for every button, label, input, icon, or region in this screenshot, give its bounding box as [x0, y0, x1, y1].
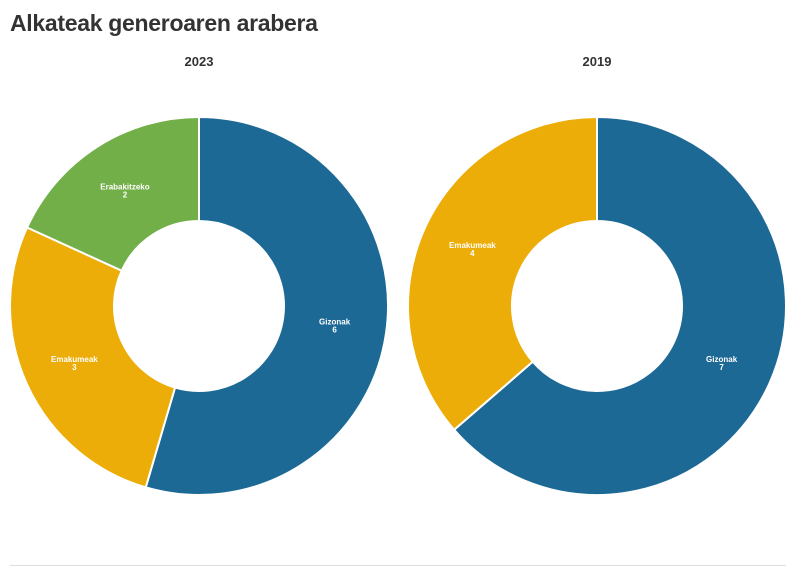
donut-chart-2023: 2023 Gizonak 6 Emakumeak 3 Erabakitzeko 2	[0, 50, 398, 520]
footer-divider	[10, 565, 786, 566]
slice-gizonak[interactable]	[144, 116, 389, 496]
slice-label: Emakumeak	[449, 241, 496, 250]
slice-value: 6	[332, 325, 337, 334]
slice-label: Erabakitzeko	[100, 183, 149, 192]
slice-value: 7	[719, 363, 724, 372]
slice-emakumeak[interactable]	[9, 226, 177, 489]
donut-chart-2019: 2019 Gizonak 7 Emakumeak 4	[398, 50, 796, 520]
slice-value: 3	[72, 363, 77, 372]
slice-label: Gizonak	[319, 317, 351, 326]
slice-emakumeak[interactable]	[407, 116, 598, 431]
slice-erabakitzeko[interactable]	[26, 116, 200, 272]
slice-gizonak[interactable]	[453, 116, 787, 496]
page-title: Alkateak generoaren arabera	[10, 10, 318, 36]
slice-label: Emakumeak	[51, 355, 98, 364]
chart-title: 2023	[185, 54, 214, 69]
slice-value: 2	[123, 191, 128, 200]
slice-value: 4	[470, 249, 475, 258]
slice-label: Gizonak	[706, 355, 738, 364]
chart-title: 2019	[583, 54, 612, 69]
